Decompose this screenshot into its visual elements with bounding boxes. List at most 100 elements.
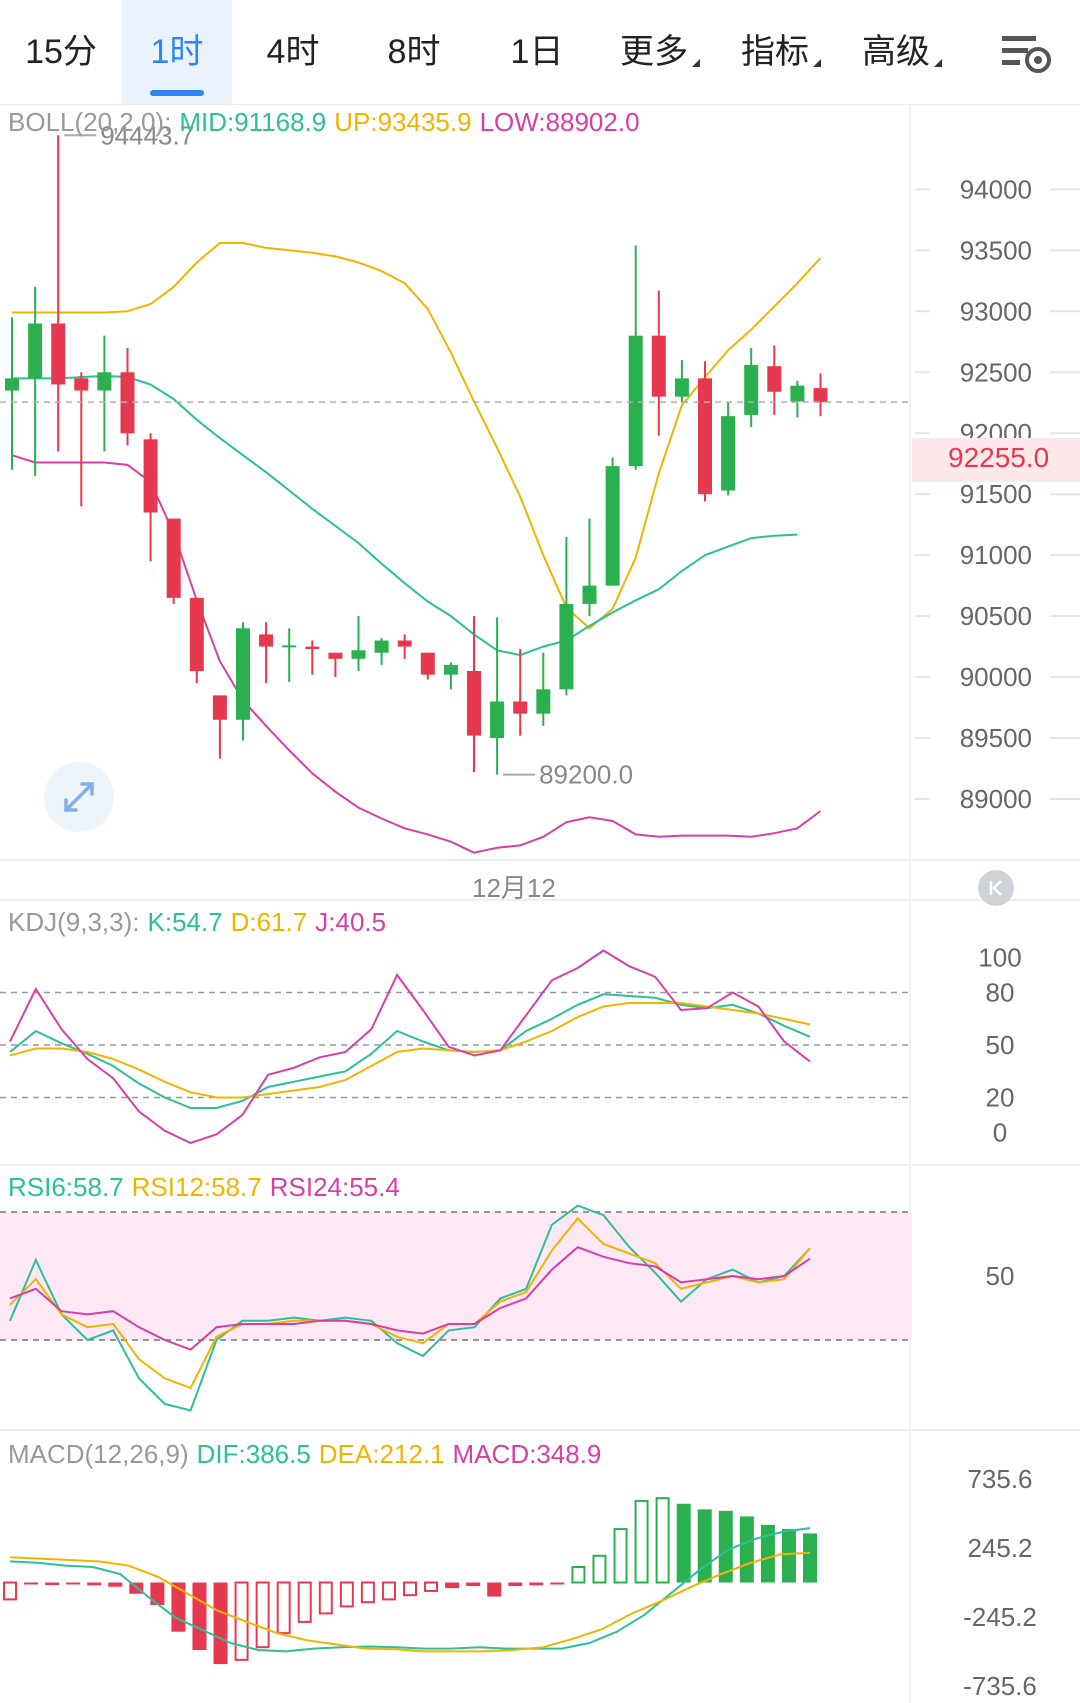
y-tick-label: 89500 (960, 723, 1032, 753)
y-tick-label: 91000 (960, 540, 1032, 570)
low-marker-label: 89200.0 (539, 760, 633, 790)
macd-bar (466, 1582, 481, 1587)
macd-bar (487, 1582, 502, 1597)
macd-bar (87, 1582, 102, 1586)
tab-5[interactable]: 更多 (600, 0, 720, 104)
candle-body (74, 378, 89, 391)
tab-label: 15分 (25, 33, 97, 71)
boll-title: BOLL(20,2.0): (8, 107, 172, 137)
macd-bar (381, 1581, 396, 1601)
y-tick-label: 93500 (960, 235, 1032, 265)
macd-bar (655, 1497, 670, 1584)
candle-body (97, 372, 112, 391)
candle-body (443, 664, 458, 675)
current-price-label: 92255.0 (948, 442, 1050, 473)
candle-body (28, 323, 43, 379)
candle-body (120, 372, 135, 434)
tab-0[interactable]: 15分 (0, 0, 122, 104)
scroll-to-latest-icon[interactable] (978, 870, 1014, 906)
rsi24-label: RSI24:55.4 (269, 1172, 400, 1202)
y-tick-label: 90500 (960, 601, 1032, 631)
tab-6[interactable]: 指标 (720, 0, 842, 104)
candle-body (651, 335, 666, 397)
candle-body (767, 366, 782, 392)
macd-bar (318, 1581, 333, 1615)
macd-title: MACD(12,26,9) (8, 1439, 189, 1469)
macd-bar (508, 1582, 523, 1587)
kdj-y-tick: 100 (978, 943, 1021, 973)
macd-bar (66, 1582, 81, 1585)
kdj-y-tick: 50 (986, 1030, 1015, 1060)
macd-bar (339, 1581, 354, 1608)
macd-bar (213, 1582, 228, 1665)
tab-label: 指标 (741, 33, 809, 71)
candle-body (328, 652, 343, 659)
candle-body (674, 378, 689, 397)
candle-body (490, 701, 505, 739)
macd-bar (403, 1581, 417, 1597)
macd-bar (634, 1499, 649, 1584)
candle-body (189, 597, 204, 671)
candle-body (5, 378, 19, 391)
boll-legend: BOLL(20,2.0): MID:91168.9 UP:93435.9 LOW:88… (8, 107, 648, 138)
expand-icon[interactable] (44, 762, 114, 832)
kdj-d: D:61.7 (230, 907, 308, 937)
macd-bar (550, 1582, 565, 1585)
candle-body (698, 378, 712, 495)
kdj-y-tick: 0 (993, 1118, 1007, 1148)
rsi-rsi12-line (9, 1216, 811, 1390)
kdj-k: K:54.7 (147, 907, 223, 937)
kdj-y-tick: 20 (986, 1083, 1015, 1113)
chart-settings-icon[interactable] (1000, 30, 1056, 78)
macd-bar (3, 1581, 17, 1601)
current-price-tag: 92255.0 (912, 438, 1080, 482)
candle-body (305, 646, 320, 650)
macd-bar (697, 1509, 712, 1583)
tab-label: 高级 (862, 33, 930, 71)
macd-bar (676, 1503, 691, 1583)
candle-body (351, 650, 366, 659)
tab-label: 1时 (150, 33, 204, 71)
macd-bar (613, 1528, 628, 1584)
macd-bar (192, 1582, 207, 1650)
interval-tab-bar: 15分 1时 4时 8时 1日 更多 指标 高级 (0, 0, 1080, 105)
candle-body (51, 323, 66, 385)
tab-2[interactable]: 4时 (232, 0, 354, 104)
candle-body (282, 645, 297, 648)
tab-3[interactable]: 8时 (354, 0, 474, 104)
kdj-j-line (9, 949, 811, 1145)
y-tick-label: 91500 (960, 479, 1032, 509)
macd-bar (276, 1581, 291, 1635)
macd-bar (171, 1582, 186, 1632)
rsi-rsi24-line (9, 1246, 811, 1351)
macd-bar (424, 1581, 439, 1592)
candle-body (397, 640, 412, 647)
macd-bar (150, 1582, 165, 1605)
macd-bar (571, 1566, 586, 1584)
candle-body (467, 671, 481, 736)
macd-value: MACD:348.9 (452, 1439, 602, 1469)
tab-label: 1日 (510, 33, 564, 71)
tab-label: 8时 (387, 33, 441, 71)
candle-body (813, 388, 828, 403)
high-marker-label: 94443.7 (100, 120, 194, 150)
macd-dif-line (9, 1527, 811, 1653)
candle-body (582, 585, 597, 604)
boll-upper-line (12, 242, 822, 630)
dropdown-caret-icon (813, 59, 821, 67)
y-tick-label: 89000 (960, 784, 1032, 814)
y-tick-label: 93000 (960, 296, 1032, 326)
kdj-title: KDJ(9,3,3): (8, 907, 140, 937)
tab-1[interactable]: 1时 (122, 0, 232, 104)
macd-bar (24, 1582, 39, 1585)
boll-mid-line (12, 374, 798, 657)
kdj-legend: KDJ(9,3,3): K:54.7 D:61.7 J:40.5 (8, 907, 394, 938)
candle-body (166, 518, 181, 598)
macd-bar (45, 1582, 60, 1586)
tab-4[interactable]: 1日 (474, 0, 600, 104)
tab-7[interactable]: 高级 (842, 0, 962, 104)
dropdown-caret-icon (692, 59, 700, 67)
macd-dif: DIF:386.5 (196, 1439, 311, 1469)
candle-body (513, 701, 528, 714)
